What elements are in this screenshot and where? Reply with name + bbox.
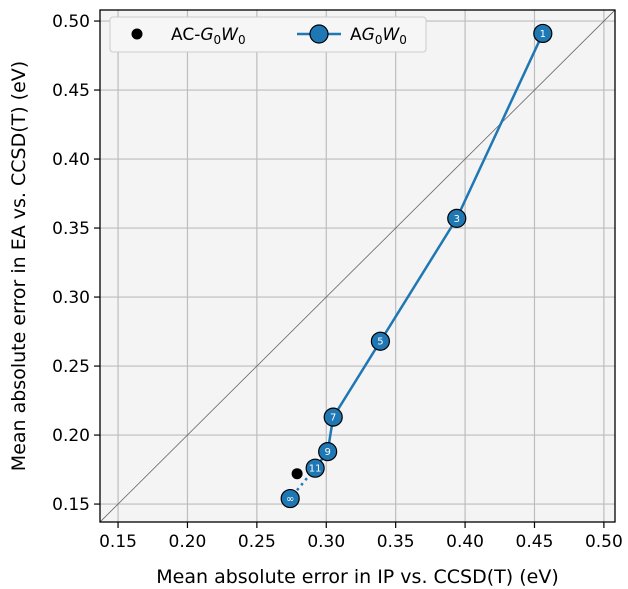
- y-tick-label: 0.35: [52, 219, 90, 239]
- ag0w0-point: [370, 331, 391, 351]
- y-axis-label: Mean absolute error in EA vs. CCSD(T) (e…: [8, 61, 30, 471]
- ag0w0-point-label: 3: [454, 214, 460, 225]
- ag0w0-point-label: 1: [540, 29, 546, 40]
- ag0w0-point-label: 11: [309, 464, 322, 475]
- ag0w0-point-label: 5: [377, 337, 383, 348]
- x-tick-label: 0.30: [307, 532, 345, 552]
- series: 1 3 5 7 911 ∞: [280, 23, 553, 509]
- ag0w0-point: [305, 458, 325, 478]
- y-tick-label: 0.30: [52, 288, 90, 308]
- x-tick-label: 0.40: [446, 532, 484, 552]
- legend-marker-ac: [131, 28, 143, 40]
- x-tick-label: 0.45: [516, 532, 554, 552]
- diagonal-reference: [100, 10, 615, 522]
- ag0w0-point-label: 9: [324, 447, 330, 458]
- legend-label-ac: AC-G0W0: [171, 25, 246, 47]
- x-tick-label: 0.20: [169, 532, 207, 552]
- legend-box: [109, 16, 427, 53]
- ag0w0-extrapolated-label: ∞: [286, 494, 294, 505]
- ag0w0-point: [447, 208, 467, 228]
- legend: AC-G0W0 AG0W0: [109, 16, 427, 53]
- x-tick-label: 0.50: [585, 532, 623, 552]
- y-tick-label: 0.15: [52, 495, 90, 515]
- y-tick-label: 0.50: [52, 12, 90, 32]
- ag0w0-point: [533, 23, 553, 44]
- x-tick-label: 0.15: [99, 532, 137, 552]
- ag0w0-point-label: 7: [330, 413, 336, 424]
- diagonal-line: [100, 10, 615, 522]
- ag0w0-point: [323, 407, 343, 427]
- x-axis-label: Mean absolute error in IP vs. CCSD(T) (e…: [156, 566, 558, 588]
- legend-marker-ag0w0: [309, 24, 329, 44]
- y-tick-label: 0.20: [52, 426, 90, 446]
- x-tick-label: 0.35: [377, 532, 415, 552]
- y-tick-label: 0.40: [52, 150, 90, 170]
- y-tick-label: 0.25: [52, 357, 90, 377]
- x-tick-label: 0.25: [238, 532, 276, 552]
- ticks: 0.15 0.20 0.25 0.30 0.35 0.40 0.45 0.50 0.15 0.20…: [52, 12, 623, 552]
- ag0w0-point: [318, 442, 338, 462]
- plot-frame: [99, 9, 616, 523]
- y-tick-label: 0.45: [52, 81, 90, 101]
- grid: [100, 10, 615, 522]
- ac-g0w0-point: [291, 468, 303, 480]
- legend-label-ag0w0: AG0W0: [350, 25, 407, 47]
- ag0w0-point: [280, 488, 300, 509]
